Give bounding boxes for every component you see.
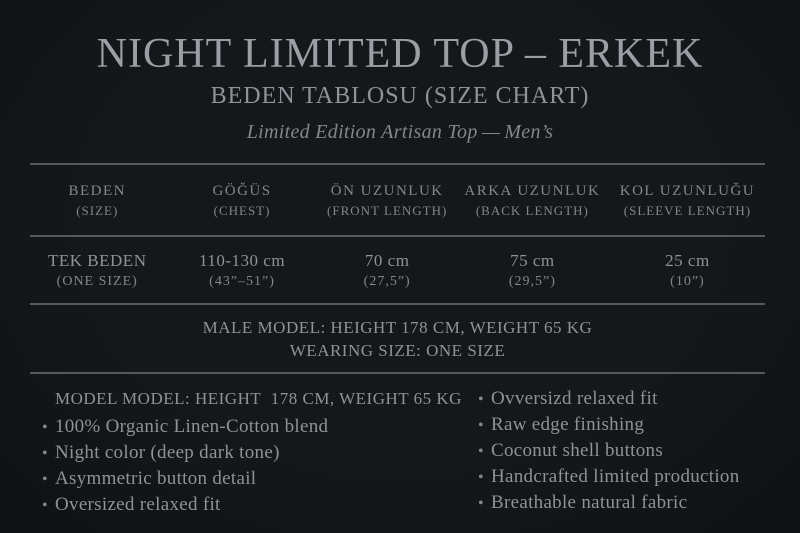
list-item-label: Coconut shell buttons	[491, 440, 664, 461]
list-item-label: 100% Organic Linen-Cotton blend	[55, 416, 329, 437]
bullet-icon: •	[478, 443, 484, 460]
column-sublabel: (BACK LENGTH)	[475, 202, 589, 218]
cell-value: 75 cm	[510, 250, 555, 270]
list-item: • Ovversizd relaxed fit	[478, 387, 770, 412]
details-right-list: • Ovversizd relaxed fit • Raw edge finis…	[478, 387, 770, 517]
list-item: • Coconut shell buttons	[478, 439, 770, 464]
bullet-icon: •	[42, 471, 48, 488]
size-table-header-row: BEDEN (SIZE) GÖĞÜS (CHEST) ÖN UZUNLUK (F…	[30, 165, 765, 235]
bullet-icon: •	[42, 445, 48, 462]
bullet-icon: •	[42, 419, 48, 436]
details-right-column: • Ovversizd relaxed fit • Raw edge finis…	[478, 387, 770, 519]
model-info-block: MALE MODEL: HEIGHT 178 CM, WEIGHT 65 KG …	[30, 305, 765, 372]
column-sublabel: (CHEST)	[213, 202, 271, 218]
cell-subvalue: (43”–51”)	[209, 273, 275, 289]
details-left-list: • 100% Organic Linen-Cotton blend • Nigh…	[42, 415, 478, 519]
page-tagline: Limited Edition Artisan Top — Men’s	[246, 121, 554, 143]
column-header-back-length: ARKA UZUNLUK (BACK LENGTH)	[455, 182, 610, 218]
page-subtitle: BEDEN TABLOSU (SIZE CHART)	[210, 83, 590, 109]
column-header-size: BEDEN (SIZE)	[30, 182, 165, 218]
list-item-label: Oversized relaxed fit	[55, 494, 221, 515]
column-header-front-length: ÖN UZUNLUK (FRONT LENGTH)	[320, 182, 455, 218]
details-left-column: MODEL MODEL: HEIGHT 178 CM, WEIGHT 65 KG…	[42, 387, 478, 519]
column-label: KOL UZUNLUĞU	[619, 182, 756, 199]
cell-sleeve-length: 25 cm (10”)	[610, 252, 765, 289]
cell-subvalue: (ONE SIZE)	[56, 273, 138, 289]
column-label: GÖĞÜS	[212, 182, 272, 199]
cell-subvalue: (29,5”)	[508, 273, 556, 289]
cell-subvalue: (27,5”)	[363, 273, 411, 289]
page-title: NIGHT LIMITED TOP – ERKEK	[96, 31, 704, 77]
cell-back-length: 75 cm (29,5”)	[455, 252, 610, 289]
column-header-sleeve-length: KOL UZUNLUĞU (SLEEVE LENGTH)	[610, 182, 765, 218]
size-table-data-row: TEK BEDEN (ONE SIZE) 110-130 cm (43”–51”…	[30, 237, 765, 303]
divider-header	[30, 235, 765, 237]
list-item-label: Breathable natural fabric	[491, 492, 688, 513]
cell-size: TEK BEDEN (ONE SIZE)	[30, 252, 165, 289]
model-info-line2: WEARING SIZE: ONE SIZE	[289, 340, 506, 360]
cell-value: 110-130 cm	[199, 250, 286, 270]
column-label: BEDEN	[68, 182, 126, 199]
list-item-label: Ovversizd relaxed fit	[491, 388, 658, 409]
bullet-icon: •	[478, 469, 484, 486]
column-header-chest: GÖĞÜS (CHEST)	[165, 182, 320, 218]
column-label: ARKA UZUNLUK	[464, 182, 601, 199]
list-item-label: Raw edge finishing	[491, 414, 645, 435]
list-item: • Raw edge finishing	[478, 413, 770, 438]
cell-front-length: 70 cm (27,5”)	[320, 252, 455, 289]
model-info-line1: MALE MODEL: HEIGHT 178 CM, WEIGHT 65 KG	[202, 317, 593, 337]
column-label: ÖN UZUNLUK	[330, 182, 444, 199]
divider-model	[30, 372, 765, 374]
bullet-icon: •	[42, 497, 48, 514]
bullet-icon: •	[478, 417, 484, 434]
column-sublabel: (SIZE)	[76, 202, 119, 218]
cell-value: TEK BEDEN	[48, 250, 147, 270]
cell-chest: 110-130 cm (43”–51”)	[165, 252, 320, 289]
cell-subvalue: (10”)	[670, 273, 705, 289]
divider-data	[30, 303, 765, 305]
list-item: • Night color (deep dark tone)	[42, 441, 478, 466]
divider-top	[30, 163, 765, 165]
list-item: • Asymmetric button detail	[42, 467, 478, 492]
list-item: • Breathable natural fabric	[478, 491, 770, 516]
list-item: • Handcrafted limited production	[478, 465, 770, 490]
list-item: • Oversized relaxed fit	[42, 493, 478, 518]
page-header: NIGHT LIMITED TOP – ERKEK BEDEN TABLOSU …	[0, 0, 800, 163]
list-item: • 100% Organic Linen-Cotton blend	[42, 415, 478, 440]
column-sublabel: (FRONT LENGTH)	[327, 202, 448, 218]
cell-value: 70 cm	[364, 250, 410, 270]
list-item-label: Handcrafted limited production	[491, 466, 740, 487]
column-sublabel: (SLEEVE LENGTH)	[623, 202, 752, 218]
bullet-icon: •	[478, 495, 484, 512]
list-item-label: Night color (deep dark tone)	[55, 442, 280, 463]
cell-value: 25 cm	[665, 250, 710, 270]
bullet-icon: •	[478, 391, 484, 408]
details-left-heading: MODEL MODEL: HEIGHT 178 CM, WEIGHT 65 KG	[55, 389, 462, 408]
details-section: MODEL MODEL: HEIGHT 178 CM, WEIGHT 65 KG…	[0, 374, 800, 519]
list-item-label: Asymmetric button detail	[55, 468, 257, 489]
